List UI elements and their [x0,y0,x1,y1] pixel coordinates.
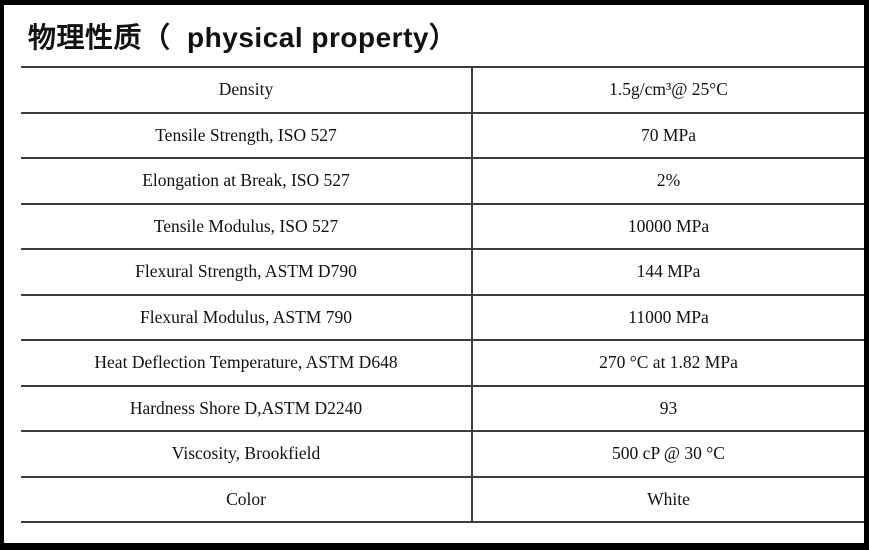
property-cell: Heat Deflection Temperature, ASTM D648 [21,339,473,387]
value-cell: 70 MPa [472,111,864,159]
property-cell: Viscosity, Brookfield [21,430,473,478]
page-title-text: 物理性质（ physical property） [28,21,458,53]
value-cell: 270 °C at 1.82 MPa [472,339,864,387]
value-cell: 144 MPa [472,248,864,296]
property-cell: Flexural Modulus, ASTM 790 [21,293,473,341]
table-row: Flexural Strength, ASTM D790 144 MPa [21,248,864,296]
table-row: Tensile Strength, ISO 527 70 MPa [21,111,864,159]
table-row: Flexural Modulus, ASTM 790 11000 MPa [21,293,864,341]
property-cell: Tensile Strength, ISO 527 [21,111,473,159]
value-cell: 1.5g/cm³@ 25°C [472,66,864,114]
property-cell: Elongation at Break, ISO 527 [21,157,473,205]
value-cell: White [472,475,864,523]
table-row: Hardness Shore D,ASTM D2240 93 [21,384,864,432]
value-cell: 500 cP @ 30 °C [472,430,864,478]
property-cell: Hardness Shore D,ASTM D2240 [21,384,473,432]
value-cell: 10000 MPa [472,202,864,250]
value-cell: 2% [472,157,864,205]
table-row: Density 1.5g/cm³@ 25°C [21,66,864,114]
property-cell: Tensile Modulus, ISO 527 [21,202,473,250]
table-row: Viscosity, Brookfield 500 cP @ 30 °C [21,430,864,478]
table-row: Color White [21,475,864,523]
physical-property-table: Density 1.5g/cm³@ 25°C Tensile Strength,… [21,66,864,523]
table-row: Heat Deflection Temperature, ASTM D648 2… [21,339,864,387]
property-cell: Color [21,475,473,523]
property-table-body: Density 1.5g/cm³@ 25°C Tensile Strength,… [21,66,864,523]
value-cell: 11000 MPa [472,293,864,341]
table-row: Tensile Modulus, ISO 527 10000 MPa [21,202,864,250]
page-title: 物理性质（ physical property） [4,5,864,66]
property-cell: Flexural Strength, ASTM D790 [21,248,473,296]
table-row: Elongation at Break, ISO 527 2% [21,157,864,205]
value-cell: 93 [472,384,864,432]
property-cell: Density [21,66,473,114]
